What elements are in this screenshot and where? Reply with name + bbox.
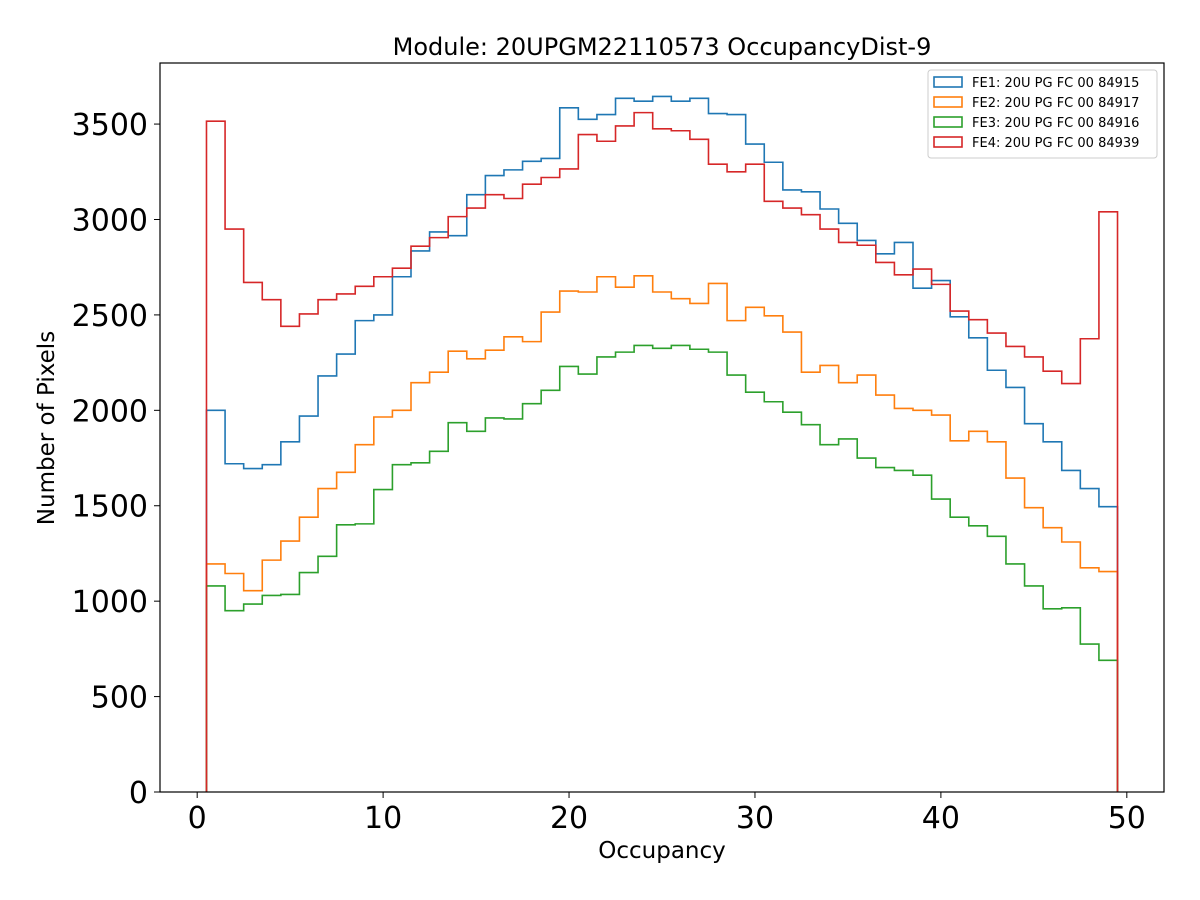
y-tick-label: 2500 <box>72 299 148 334</box>
legend-label: FE4: 20U PG FC 00 84939 <box>972 136 1139 151</box>
legend-label: FE1: 20U PG FC 00 84915 <box>972 76 1139 91</box>
series-4-line <box>205 111 1119 792</box>
series-3-line <box>205 344 1119 792</box>
y-tick-label: 0 <box>129 776 148 811</box>
legend-label: FE2: 20U PG FC 00 84917 <box>972 96 1139 111</box>
x-tick-label: 50 <box>1108 801 1146 836</box>
legend: FE1: 20U PG FC 00 84915 FE2: 20U PG FC 00… <box>927 69 1158 159</box>
legend-swatch <box>933 96 963 108</box>
legend-label: FE3: 20U PG FC 00 84916 <box>972 116 1139 131</box>
x-tick-label: 10 <box>364 801 402 836</box>
x-tick-label: 30 <box>736 801 774 836</box>
chart-title: Module: 20UPGM22110573 OccupancyDist-9 <box>393 33 932 61</box>
y-axis: 0 500 1000 1500 2000 2500 3000 3500 <box>72 108 160 811</box>
x-tick-label: 20 <box>550 801 588 836</box>
x-tick-label: 40 <box>922 801 960 836</box>
series-layer <box>205 95 1119 792</box>
y-tick-label: 3000 <box>72 203 148 238</box>
x-axis-title: Occupancy <box>598 838 726 864</box>
legend-box <box>927 69 1158 159</box>
plot-frame <box>159 62 1165 793</box>
y-tick-label: 500 <box>91 681 148 716</box>
legend-swatch <box>933 136 963 148</box>
y-tick-label: 2000 <box>72 394 148 429</box>
x-axis: 0 10 20 30 40 50 <box>188 792 1146 836</box>
legend-swatch <box>933 76 963 88</box>
series-1-line <box>205 95 1119 792</box>
legend-swatch <box>933 116 963 128</box>
y-tick-label: 1500 <box>72 490 148 525</box>
x-tick-label: 0 <box>188 801 207 836</box>
y-axis-title: Number of Pixels <box>34 331 60 525</box>
series-2-line <box>205 274 1119 792</box>
y-tick-label: 3500 <box>72 108 148 143</box>
y-tick-label: 1000 <box>72 585 148 620</box>
